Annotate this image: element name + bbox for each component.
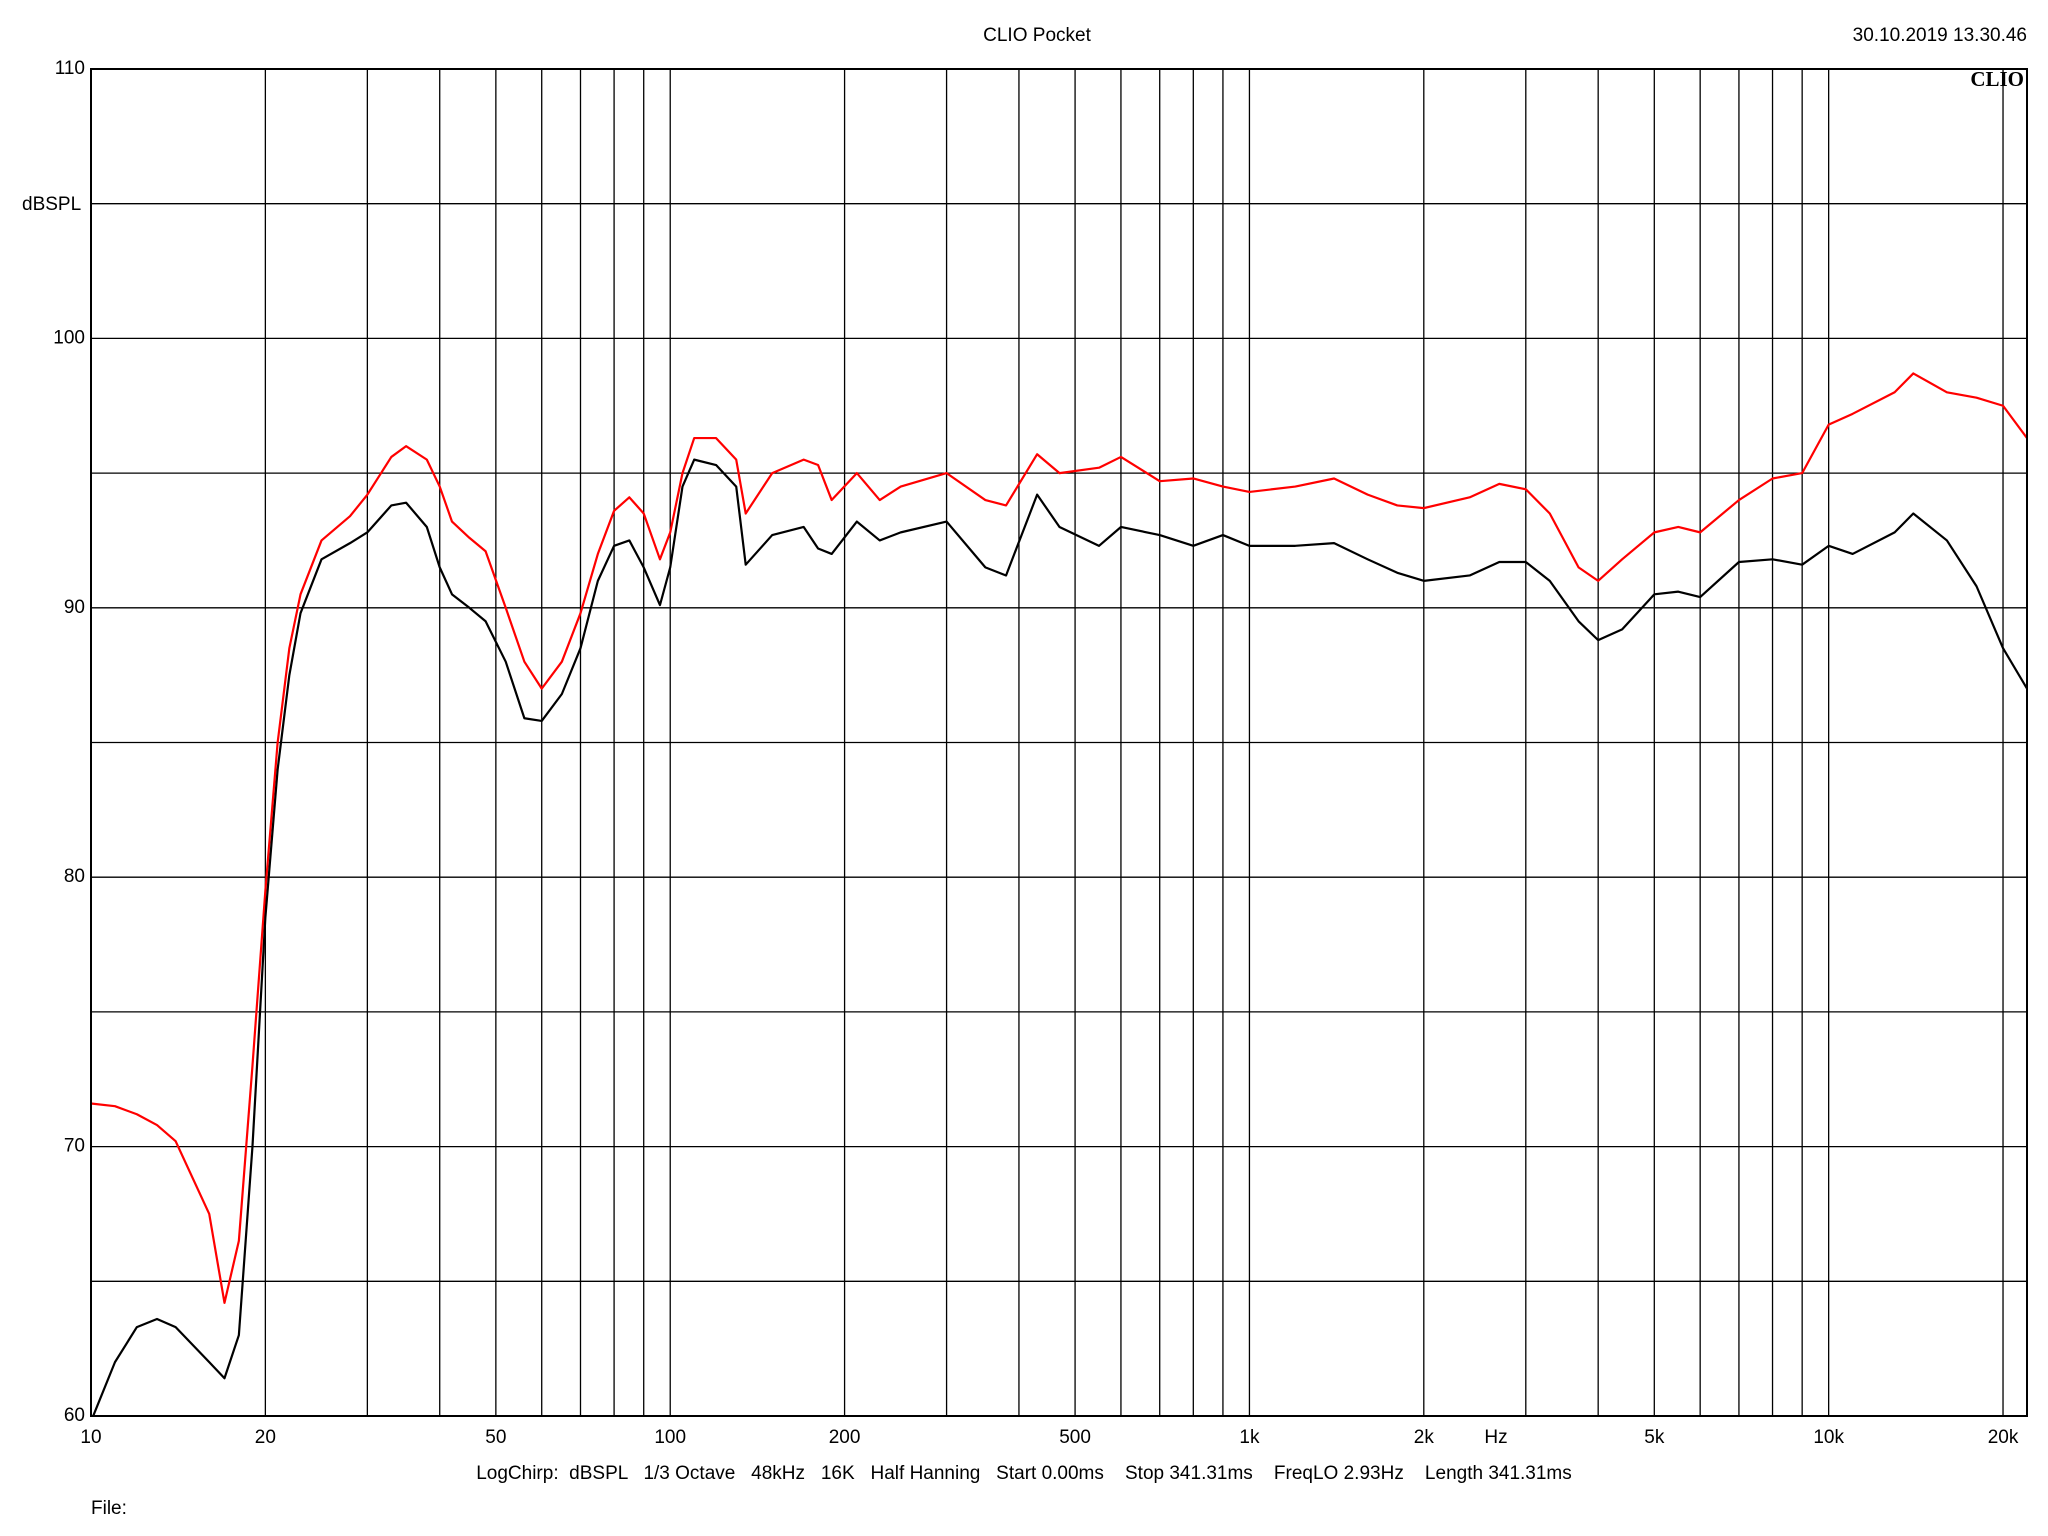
y-tick-label: 90 <box>64 597 85 618</box>
x-tick-label: 500 <box>1059 1427 1091 1448</box>
series-line <box>91 372 2027 1304</box>
y-axis-label: dBSPL <box>22 194 81 215</box>
x-tick-label: 10 <box>80 1427 101 1448</box>
y-tick-label: 70 <box>64 1136 85 1157</box>
x-tick-label: 1k <box>1239 1427 1260 1448</box>
plot-frame <box>90 68 2028 1417</box>
x-tick-label: 100 <box>654 1427 686 1448</box>
x-tick-label: 200 <box>829 1427 861 1448</box>
series-line <box>91 458 2027 1416</box>
measurement-info: LogChirp: dBSPL 1/3 Octave 48kHz 16K Hal… <box>476 1463 1572 1484</box>
timestamp: 30.10.2019 13.30.46 <box>1853 25 2027 46</box>
x-tick-label: 10k <box>1813 1427 1844 1448</box>
file-label: File: <box>91 1498 127 1519</box>
x-tick-label: 20k <box>1988 1427 2019 1448</box>
y-tick-label: 100 <box>53 327 85 348</box>
y-tick-label: 110 <box>55 58 85 79</box>
logo: CLIO <box>1970 67 2024 91</box>
y-tick-label: 60 <box>64 1405 85 1426</box>
chart-title: CLIO Pocket <box>983 25 1091 46</box>
x-tick-label: 50 <box>485 1427 506 1448</box>
x-tick-label: 2k <box>1414 1427 1435 1448</box>
x-tick-label: 5k <box>1644 1427 1665 1448</box>
y-tick-label: 80 <box>64 866 85 887</box>
x-axis-label: Hz <box>1484 1427 1507 1448</box>
x-tick-label: 20 <box>255 1427 276 1448</box>
